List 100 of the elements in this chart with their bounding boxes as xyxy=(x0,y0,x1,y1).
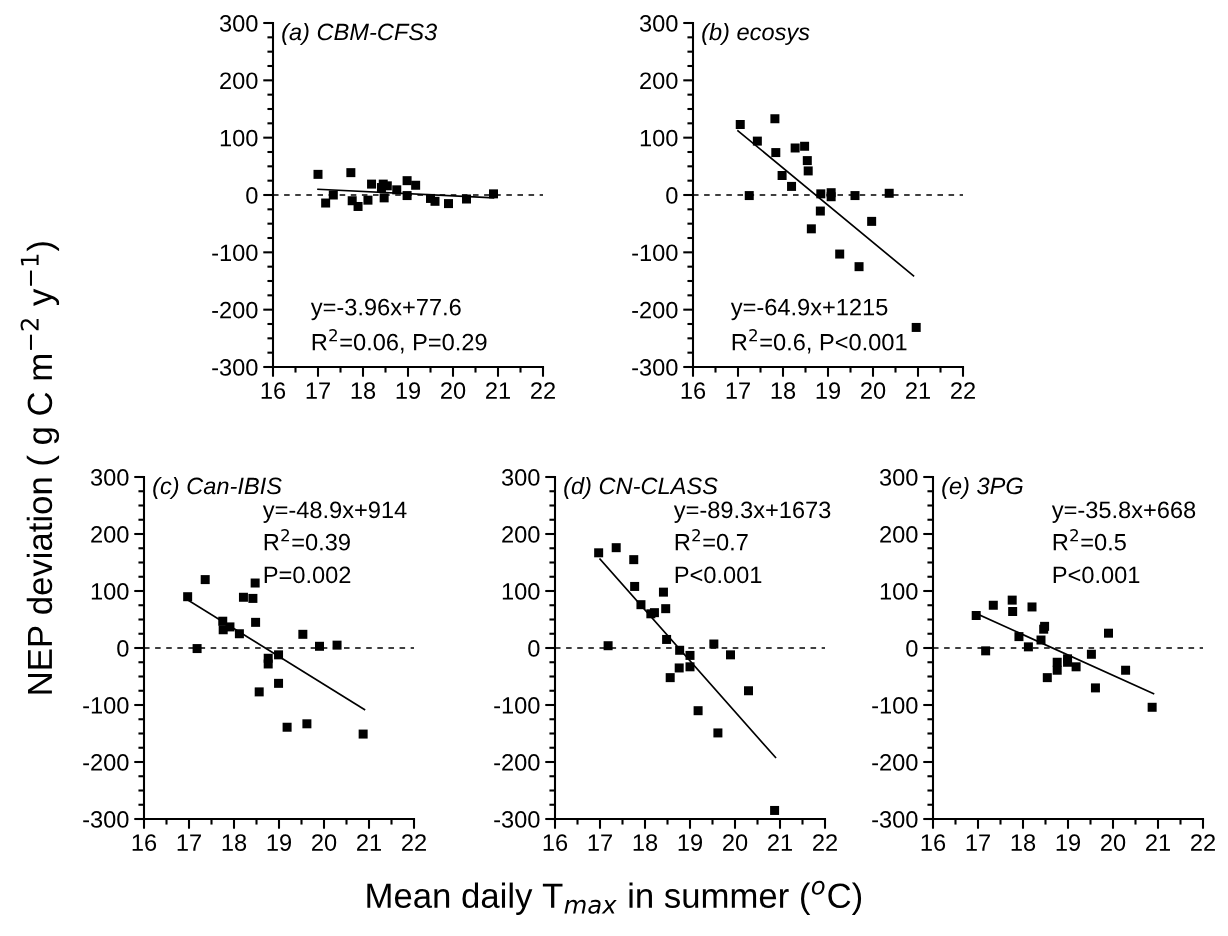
point xyxy=(1036,635,1046,645)
point xyxy=(771,148,781,158)
y-tick-label: -100 xyxy=(872,697,918,714)
point xyxy=(854,262,864,272)
point xyxy=(662,634,672,644)
point xyxy=(489,189,498,199)
point xyxy=(250,578,260,588)
x-tick-label: 21 xyxy=(486,382,510,399)
x-tick-label: 17 xyxy=(588,834,612,851)
point xyxy=(254,687,264,697)
annotation: R$^{2}$=0.6, P<0.001 xyxy=(732,329,907,354)
point xyxy=(713,728,723,738)
x-tick-label: 20 xyxy=(861,382,886,399)
chart-title: (d) CN-CLASS xyxy=(564,477,718,499)
annotation: P<0.001 xyxy=(675,566,762,584)
point xyxy=(282,722,292,732)
y-tick-label: 100 xyxy=(502,583,540,600)
y-tick-label: 100 xyxy=(91,583,129,600)
x-tick-label: 16 xyxy=(681,382,706,399)
point xyxy=(665,673,675,683)
x-tick-label: 20 xyxy=(1101,834,1126,851)
point xyxy=(402,176,412,186)
point xyxy=(183,592,193,602)
y-tick-label: 200 xyxy=(880,526,918,543)
point xyxy=(379,193,389,203)
y-tick-label: 0 xyxy=(528,640,540,657)
point xyxy=(251,617,261,627)
chart-title: (e) 3PG xyxy=(942,477,1023,499)
x-tick-label: 22 xyxy=(813,834,837,851)
x-tick-label: 21 xyxy=(768,834,792,851)
x-tick-label: 16 xyxy=(921,834,946,851)
point xyxy=(430,196,440,206)
y-tick-label: 200 xyxy=(91,526,129,543)
point xyxy=(709,639,719,649)
point xyxy=(200,575,210,585)
point xyxy=(315,641,324,651)
point xyxy=(1086,649,1096,659)
point xyxy=(735,119,745,129)
point xyxy=(850,191,860,201)
point xyxy=(744,686,753,696)
point xyxy=(770,805,780,815)
point xyxy=(988,600,998,610)
point xyxy=(1014,632,1024,642)
point xyxy=(971,611,981,621)
point xyxy=(1008,607,1018,617)
point xyxy=(826,192,836,202)
point xyxy=(816,189,826,199)
chart-title: (b) ecosys xyxy=(702,23,810,46)
point xyxy=(346,168,356,178)
point xyxy=(770,114,780,124)
point xyxy=(867,216,877,226)
point xyxy=(411,180,421,190)
y-tick-label: -300 xyxy=(872,811,918,828)
point xyxy=(321,198,331,208)
y-tick-label: -100 xyxy=(83,697,129,714)
point xyxy=(752,136,762,146)
x-tick-label: 17 xyxy=(306,382,330,399)
y-tick-label: 300 xyxy=(879,469,918,486)
y-tick-label: 100 xyxy=(880,583,918,600)
point xyxy=(1121,665,1131,675)
point xyxy=(685,662,695,672)
y-tick-label: 0 xyxy=(906,640,918,657)
x-tick-label: 19 xyxy=(678,834,703,851)
point xyxy=(274,678,284,688)
x-tick-label: 22 xyxy=(402,834,426,851)
y-tick-label: 200 xyxy=(502,526,540,543)
point xyxy=(790,143,800,153)
point xyxy=(630,581,640,591)
x-tick-label: 17 xyxy=(966,834,990,851)
point xyxy=(1023,642,1033,652)
point xyxy=(806,224,816,234)
point xyxy=(1042,673,1052,683)
point xyxy=(1104,628,1113,638)
point xyxy=(363,195,373,205)
point xyxy=(1090,683,1100,693)
point xyxy=(332,640,342,650)
point xyxy=(800,141,810,151)
point xyxy=(298,629,308,639)
point xyxy=(803,166,813,176)
y-tick-label: -100 xyxy=(494,697,540,714)
x-tick-label: 18 xyxy=(351,382,376,399)
point xyxy=(248,593,258,603)
x-tick-label: 21 xyxy=(357,834,381,851)
point xyxy=(358,729,368,739)
annotation: P<0.001 xyxy=(1053,566,1140,584)
point xyxy=(328,190,338,200)
x-tick-label: 19 xyxy=(396,382,421,399)
annotation: P=0.002 xyxy=(264,566,351,584)
y-tick-label: -200 xyxy=(212,301,258,319)
x-tick-label: 20 xyxy=(312,834,337,851)
annotation: y=-48.9x+914 xyxy=(262,501,407,523)
y-tick-label: 0 xyxy=(246,187,258,204)
x-tick-label: 19 xyxy=(1056,834,1081,851)
point xyxy=(884,188,894,198)
y-tick-label: 100 xyxy=(220,129,258,147)
x-axis-title: Mean daily T$_{max}$ in summer ($^{o}$C) xyxy=(367,880,862,915)
y-axis-title: NEP deviation ( g C m$^{−2}$ y$^{−1}$) xyxy=(20,242,60,694)
x-tick-label: 18 xyxy=(633,834,658,851)
y-tick-label: 300 xyxy=(639,15,678,32)
x-tick-label: 22 xyxy=(951,382,975,399)
